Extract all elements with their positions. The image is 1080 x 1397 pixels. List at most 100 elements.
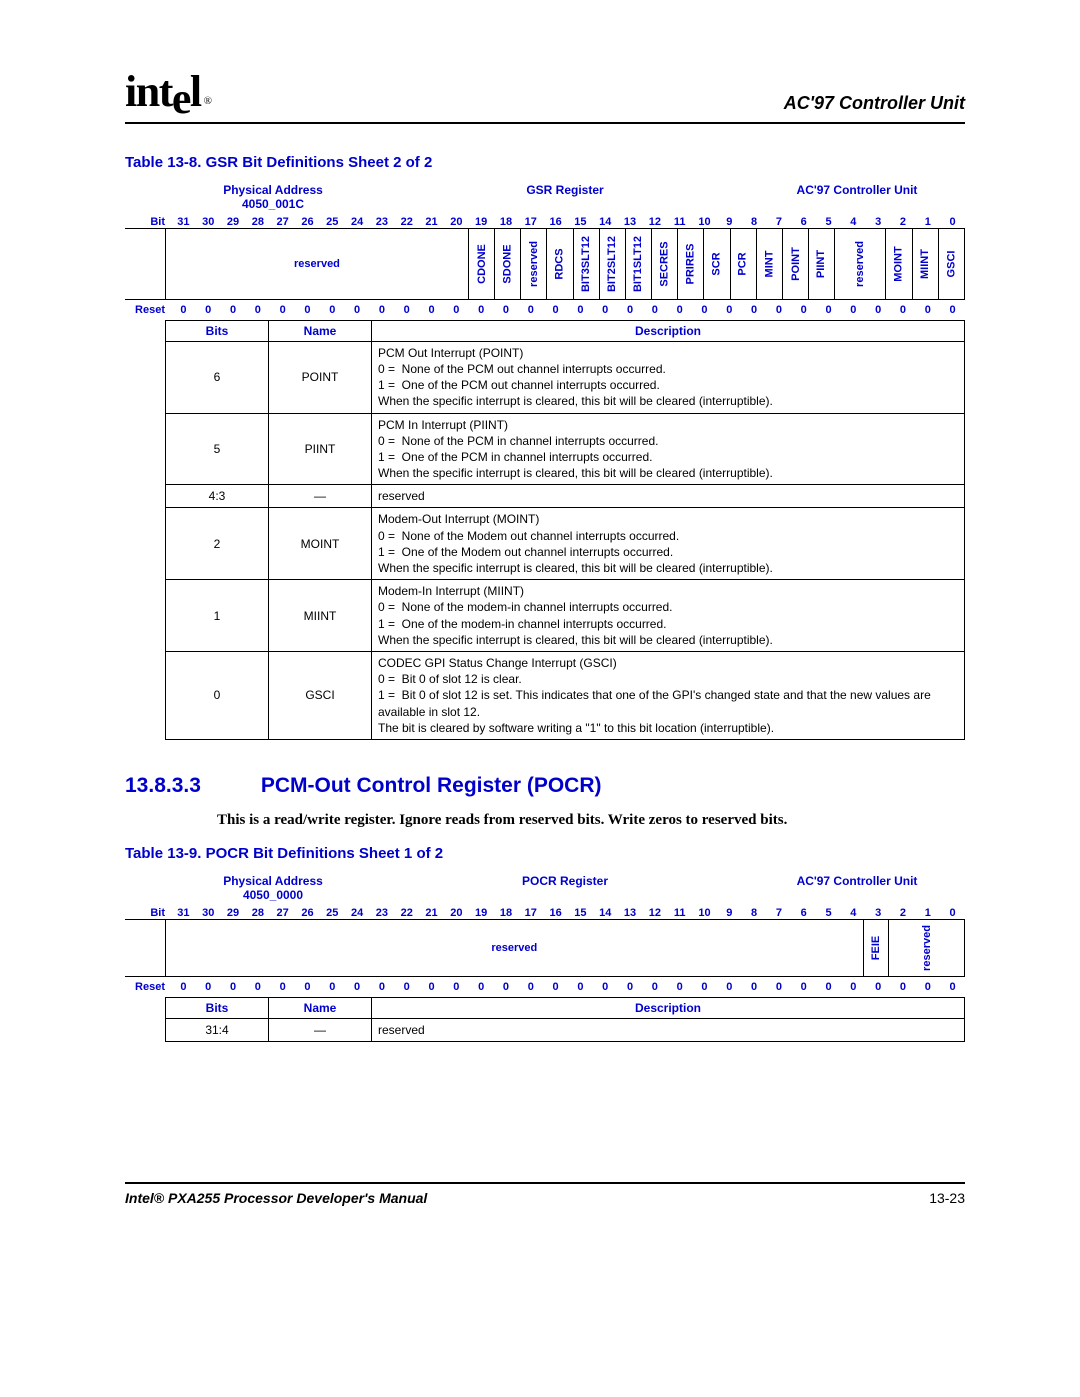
table2-reset-row: Reset 00000000000000000000000000000000 xyxy=(125,977,965,997)
cell-name: MOINT xyxy=(269,508,372,580)
cell-name: — xyxy=(269,1018,372,1041)
bit-number: 0 xyxy=(171,304,196,316)
bit-number: 28 xyxy=(245,907,270,919)
bit-number: 0 xyxy=(494,304,519,316)
bit-number: 0 xyxy=(841,981,866,993)
bit-number: 2 xyxy=(891,907,916,919)
bit-number: 0 xyxy=(196,981,221,993)
reg-name: GSR Register xyxy=(526,183,603,212)
bit-number: 0 xyxy=(419,981,444,993)
cell-desc: reserved xyxy=(372,485,965,508)
bit-number: 22 xyxy=(394,216,419,228)
bit-number: 0 xyxy=(444,304,469,316)
cell-bits: 4:3 xyxy=(166,485,269,508)
cell-bits: 2 xyxy=(166,508,269,580)
table1-register-header: Physical Address 4050_001C GSR Register … xyxy=(165,183,965,216)
field-cell: SCR xyxy=(704,229,730,299)
field-cell: CDONE xyxy=(469,229,495,299)
bit-number: 10 xyxy=(692,216,717,228)
col-desc: Description xyxy=(372,997,965,1018)
section-title: PCM-Out Control Register (POCR) xyxy=(261,774,602,797)
field-cell: PCR xyxy=(731,229,757,299)
registered-mark: ® xyxy=(204,95,211,107)
cell-desc: PCM In Interrupt (PIINT)0 = None of the … xyxy=(372,413,965,485)
bit-number: 19 xyxy=(469,216,494,228)
bit-number: 11 xyxy=(667,907,692,919)
bit-number: 28 xyxy=(245,216,270,228)
bit-number: 0 xyxy=(518,981,543,993)
header-rule xyxy=(125,122,965,124)
field-cell: MIINT xyxy=(913,229,939,299)
bit-number: 0 xyxy=(891,304,916,316)
reg-name: POCR Register xyxy=(522,874,608,903)
bit-number: 0 xyxy=(593,981,618,993)
table1-reset-row: Reset 00000000000000000000000000000000 xyxy=(125,300,965,320)
field-cell: SDONE xyxy=(495,229,521,299)
bit-number: 0 xyxy=(345,304,370,316)
section-number: 13.8.3.3 xyxy=(125,774,255,798)
bit-number: 0 xyxy=(469,304,494,316)
bit-number: 9 xyxy=(717,216,742,228)
bit-number: 13 xyxy=(618,216,643,228)
col-bits: Bits xyxy=(166,997,269,1018)
bit-number: 31 xyxy=(171,216,196,228)
bit-number: 6 xyxy=(791,907,816,919)
bit-number: 14 xyxy=(593,907,618,919)
cell-name: GSCI xyxy=(269,651,372,739)
table-row: 6POINTPCM Out Interrupt (POINT)0 = None … xyxy=(166,341,965,413)
bit-number: 0 xyxy=(642,304,667,316)
doc-section-title: AC'97 Controller Unit xyxy=(784,93,965,114)
field-cell: reserved xyxy=(166,920,864,976)
field-cell: reserved xyxy=(835,229,886,299)
bit-number: 0 xyxy=(642,981,667,993)
bit-number: 27 xyxy=(270,216,295,228)
bit-number: 23 xyxy=(370,907,395,919)
bit-number: 0 xyxy=(816,981,841,993)
bit-number: 5 xyxy=(816,216,841,228)
bit-number: 7 xyxy=(767,907,792,919)
bit-number: 0 xyxy=(196,304,221,316)
table-row: 0GSCICODEC GPI Status Change Interrupt (… xyxy=(166,651,965,739)
bit-number: 0 xyxy=(742,304,767,316)
field-cell: PRIRES xyxy=(678,229,704,299)
field-cell: BIT1SLT12 xyxy=(626,229,652,299)
bit-number: 0 xyxy=(915,304,940,316)
bit-number: 15 xyxy=(568,907,593,919)
bit-number: 19 xyxy=(469,907,494,919)
bit-number: 0 xyxy=(221,981,246,993)
bit-number: 0 xyxy=(394,304,419,316)
cell-name: — xyxy=(269,485,372,508)
col-name: Name xyxy=(269,997,372,1018)
cell-desc: PCM Out Interrupt (POINT)0 = None of the… xyxy=(372,341,965,413)
bit-number: 0 xyxy=(568,304,593,316)
bit-number: 8 xyxy=(742,216,767,228)
bit-number: 0 xyxy=(345,981,370,993)
field-cell: PIINT xyxy=(809,229,835,299)
bit-number: 0 xyxy=(717,981,742,993)
field-cell: BIT3SLT12 xyxy=(574,229,600,299)
bit-number: 0 xyxy=(370,981,395,993)
cell-bits: 31:4 xyxy=(166,1018,269,1041)
bit-number: 0 xyxy=(469,981,494,993)
bit-number: 0 xyxy=(270,981,295,993)
field-cell: FEIE xyxy=(864,920,890,976)
col-desc: Description xyxy=(372,320,965,341)
page-header: intel® AC'97 Controller Unit xyxy=(125,70,965,114)
bit-number: 0 xyxy=(618,981,643,993)
field-cell: MINT xyxy=(757,229,783,299)
phys-addr-label: Physical Address xyxy=(223,874,323,888)
bit-number: 0 xyxy=(370,304,395,316)
bit-number: 0 xyxy=(791,304,816,316)
bit-number: 0 xyxy=(767,981,792,993)
bit-number: 4 xyxy=(841,907,866,919)
page-footer: Intel® PXA255 Processor Developer's Manu… xyxy=(125,1182,965,1206)
bit-number: 0 xyxy=(543,304,568,316)
cell-name: PIINT xyxy=(269,413,372,485)
bit-number: 4 xyxy=(841,216,866,228)
bit-number: 14 xyxy=(593,216,618,228)
bit-number: 0 xyxy=(518,304,543,316)
bit-number: 0 xyxy=(221,304,246,316)
bit-number: 0 xyxy=(742,981,767,993)
bit-number: 0 xyxy=(667,981,692,993)
bit-number: 21 xyxy=(419,216,444,228)
